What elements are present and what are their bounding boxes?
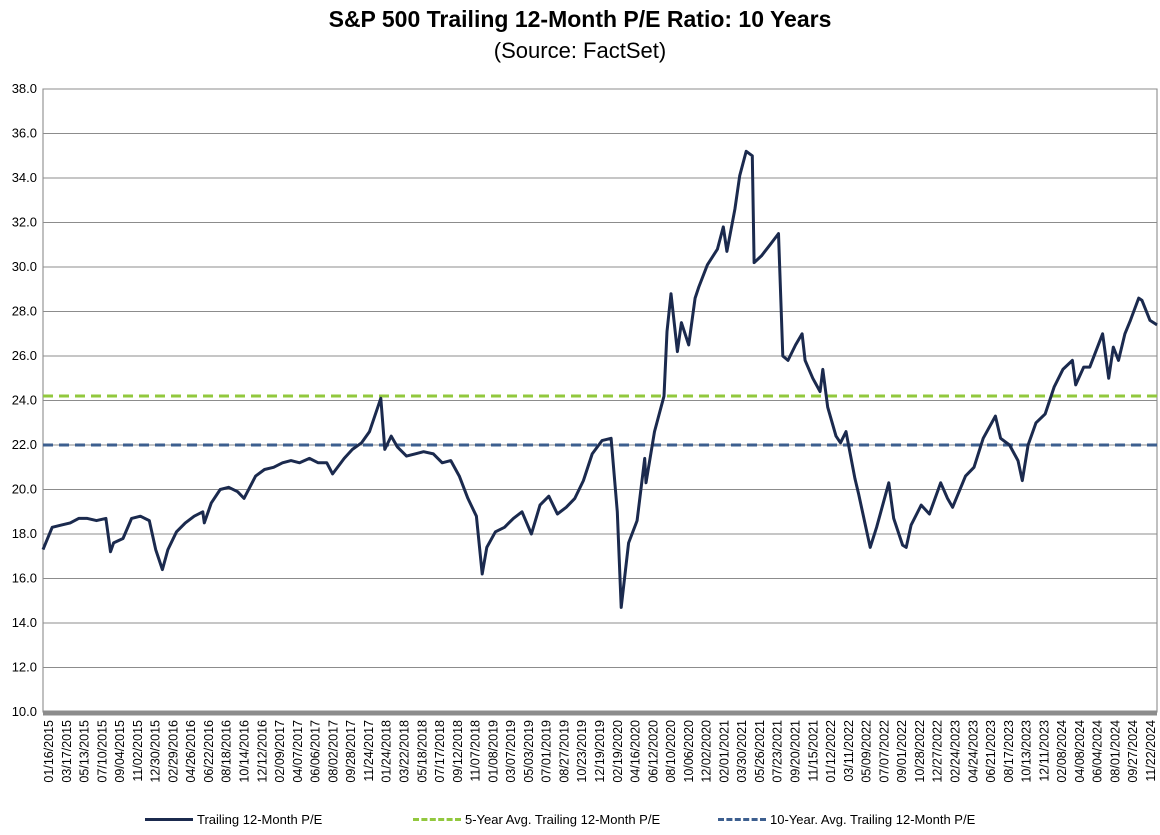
x-tick-label: 03/17/2015 xyxy=(60,720,74,783)
x-tick-label: 03/22/2018 xyxy=(397,720,411,783)
x-tick-label: 01/12/2022 xyxy=(824,720,838,783)
x-tick-label: 03/07/2019 xyxy=(504,720,518,783)
x-tick-label: 08/17/2023 xyxy=(1002,720,1016,783)
x-tick-label: 05/03/2019 xyxy=(522,720,536,783)
x-tick-label: 10/06/2020 xyxy=(682,720,696,783)
x-tick-label: 11/07/2018 xyxy=(469,720,483,782)
legend-item-trailing-pe: Trailing 12-Month P/E xyxy=(145,812,322,827)
x-tick-label: 12/30/2015 xyxy=(149,720,163,783)
legend-swatch-10yr-avg xyxy=(718,818,766,821)
legend-swatch-5yr-avg xyxy=(413,818,461,821)
x-tick-label: 08/02/2017 xyxy=(326,720,340,783)
x-tick-label: 08/10/2020 xyxy=(664,720,678,783)
x-tick-label: 06/21/2023 xyxy=(984,720,998,783)
x-tick-label: 07/23/2021 xyxy=(771,720,785,783)
legend-label-5yr-avg: 5-Year Avg. Trailing 12-Month P/E xyxy=(465,812,661,827)
chart-title: S&P 500 Trailing 12-Month P/E Ratio: 10 … xyxy=(328,6,832,32)
x-tick-label: 07/17/2018 xyxy=(433,720,447,783)
x-tick-label: 09/01/2022 xyxy=(895,720,909,783)
y-tick-label: 34.0 xyxy=(12,170,37,185)
x-tick-label: 11/15/2021 xyxy=(806,720,820,782)
x-tick-label: 11/22/2024 xyxy=(1144,720,1158,782)
x-tick-label: 09/27/2024 xyxy=(1126,720,1140,783)
x-tick-label: 06/22/2016 xyxy=(202,720,216,783)
legend-label-trailing-pe: Trailing 12-Month P/E xyxy=(197,812,323,827)
x-tick-label: 09/28/2017 xyxy=(344,720,358,783)
x-tick-label: 01/16/2015 xyxy=(42,720,56,783)
x-tick-label: 11/02/2015 xyxy=(131,720,145,782)
chart-subtitle: (Source: FactSet) xyxy=(493,38,667,63)
x-tick-label: 07/01/2019 xyxy=(540,720,554,783)
legend-label-10yr-avg: 10-Year. Avg. Trailing 12-Month P/E xyxy=(770,812,976,827)
x-tick-label: 06/12/2020 xyxy=(646,720,660,783)
x-tick-label: 08/01/2024 xyxy=(1108,720,1122,783)
x-tick-label: 04/16/2020 xyxy=(629,720,643,783)
y-tick-label: 22.0 xyxy=(12,437,37,452)
legend-item-5yr-avg: 5-Year Avg. Trailing 12-Month P/E xyxy=(413,812,660,827)
x-tick-label: 04/08/2024 xyxy=(1073,720,1087,783)
x-tick-label: 11/24/2017 xyxy=(362,720,376,782)
x-tick-label: 04/24/2023 xyxy=(966,720,980,783)
x-tick-label: 10/14/2016 xyxy=(238,720,252,783)
x-tick-label: 08/18/2016 xyxy=(220,720,234,783)
y-tick-label: 32.0 xyxy=(12,215,37,230)
x-tick-label: 05/09/2022 xyxy=(860,720,874,783)
x-tick-label: 10/13/2023 xyxy=(1020,720,1034,783)
x-tick-label: 09/12/2018 xyxy=(451,720,465,783)
y-tick-label: 26.0 xyxy=(12,348,37,363)
x-tick-label: 12/19/2019 xyxy=(593,720,607,783)
x-tick-label: 12/02/2020 xyxy=(700,720,714,783)
x-tick-label: 02/08/2024 xyxy=(1055,720,1069,783)
y-tick-label: 20.0 xyxy=(12,482,37,497)
x-tick-label: 04/07/2017 xyxy=(291,720,305,783)
x-tick-label: 10/23/2019 xyxy=(575,720,589,783)
chart-legend: Trailing 12-Month P/E 5-Year Avg. Traili… xyxy=(0,812,1160,832)
y-tick-label: 14.0 xyxy=(12,615,37,630)
x-tick-label: 06/06/2017 xyxy=(309,720,323,783)
legend-item-10yr-avg: 10-Year. Avg. Trailing 12-Month P/E xyxy=(718,812,975,827)
x-tick-label: 02/29/2016 xyxy=(166,720,180,783)
x-tick-label: 12/12/2016 xyxy=(255,720,269,783)
x-tick-label: 06/04/2024 xyxy=(1091,720,1105,783)
x-tick-label: 10/28/2022 xyxy=(913,720,927,783)
y-tick-label: 38.0 xyxy=(12,81,37,96)
x-tick-label: 01/08/2019 xyxy=(486,720,500,783)
x-tick-label: 03/30/2021 xyxy=(735,720,749,783)
x-tick-label: 05/26/2021 xyxy=(753,720,767,783)
y-tick-label: 16.0 xyxy=(12,571,37,586)
legend-swatch-trailing-pe xyxy=(145,818,193,821)
x-tick-label: 04/26/2016 xyxy=(184,720,198,783)
x-tick-label: 03/11/2022 xyxy=(842,720,856,782)
y-tick-label: 28.0 xyxy=(12,304,37,319)
y-tick-label: 36.0 xyxy=(12,126,37,141)
y-tick-label: 10.0 xyxy=(12,704,37,719)
x-tick-label: 02/09/2017 xyxy=(273,720,287,783)
x-tick-label: 07/07/2022 xyxy=(877,720,891,783)
x-tick-label: 12/11/2023 xyxy=(1037,720,1051,782)
x-tick-label: 09/04/2015 xyxy=(113,720,127,783)
x-tick-label: 02/19/2020 xyxy=(611,720,625,783)
x-tick-label: 02/01/2021 xyxy=(717,720,731,783)
y-tick-label: 30.0 xyxy=(12,259,37,274)
x-tick-label: 08/27/2019 xyxy=(557,720,571,783)
y-tick-label: 12.0 xyxy=(12,660,37,675)
x-tick-label: 12/27/2022 xyxy=(931,720,945,783)
x-tick-label: 05/18/2018 xyxy=(415,720,429,783)
x-tick-label: 09/20/2021 xyxy=(789,720,803,783)
y-tick-label: 24.0 xyxy=(12,393,37,408)
x-tick-label: 07/10/2015 xyxy=(95,720,109,783)
x-tick-label: 05/13/2015 xyxy=(78,720,92,783)
x-tick-label: 01/24/2018 xyxy=(380,720,394,783)
trailing-pe-line xyxy=(41,149,1158,609)
x-tick-label: 02/24/2023 xyxy=(948,720,962,783)
y-tick-label: 18.0 xyxy=(12,526,37,541)
